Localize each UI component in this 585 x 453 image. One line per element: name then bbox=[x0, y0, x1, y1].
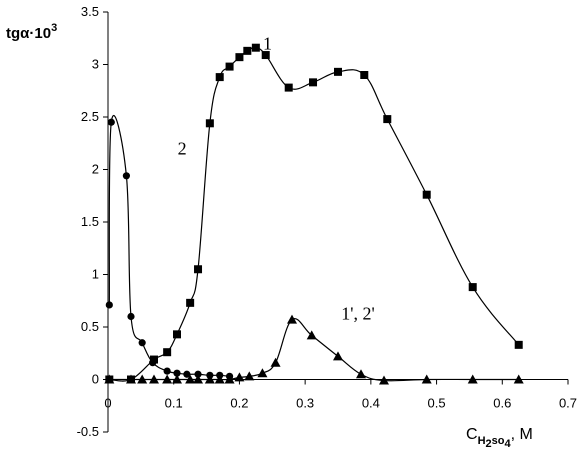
data-point-square bbox=[163, 348, 172, 357]
y-tick-label: 2 bbox=[92, 162, 99, 177]
data-point-triangle bbox=[185, 374, 196, 384]
data-point-square bbox=[186, 298, 195, 307]
data-point-square bbox=[173, 330, 181, 339]
y-tick-label: 1.5 bbox=[81, 214, 99, 229]
data-point-square bbox=[251, 43, 260, 52]
data-point-triangle bbox=[467, 374, 478, 384]
x-tick-label: 0.7 bbox=[559, 396, 577, 411]
x-tick-label: 0.5 bbox=[428, 396, 446, 411]
data-point-triangle bbox=[356, 369, 366, 379]
labels: tgα·103 CH2so4, M 1 2 1', 2' bbox=[6, 22, 533, 450]
data-point-triangle bbox=[287, 314, 297, 324]
data-point-triangle bbox=[421, 374, 432, 384]
data-point-triangle bbox=[306, 330, 317, 340]
data-point-circle bbox=[122, 172, 130, 180]
y-tick-label: 1 bbox=[92, 267, 99, 282]
y-tick-label: 0 bbox=[92, 372, 99, 387]
x-axis-title: CH2so4, M bbox=[466, 426, 533, 450]
data-point-triangle bbox=[257, 368, 268, 378]
series-1 bbox=[105, 43, 523, 384]
data-point-square bbox=[243, 46, 252, 55]
series-layer bbox=[104, 43, 524, 385]
data-point-triangle bbox=[513, 374, 524, 384]
data-point-square bbox=[235, 53, 244, 62]
data-point-square bbox=[383, 115, 392, 124]
data-point-circle bbox=[173, 369, 181, 377]
data-point-triangle bbox=[214, 374, 225, 384]
data-point-circle bbox=[138, 339, 146, 347]
series-3 bbox=[104, 314, 524, 385]
data-point-square bbox=[360, 71, 369, 79]
data-point-circle bbox=[149, 359, 157, 367]
curve-label: 2 bbox=[178, 139, 187, 159]
y-tick-label: -0.5 bbox=[77, 424, 99, 439]
y-tick-label: 3 bbox=[92, 57, 99, 72]
x-tick-label: 0.4 bbox=[362, 396, 380, 411]
x-tick-label: 0.3 bbox=[296, 396, 314, 411]
data-point-circle bbox=[105, 301, 113, 309]
data-point-square bbox=[284, 83, 293, 92]
data-point-triangle bbox=[224, 374, 235, 384]
data-point-square bbox=[309, 78, 318, 87]
data-point-square bbox=[194, 265, 203, 274]
data-point-square bbox=[261, 51, 270, 60]
y-axis-title: tgα·103 bbox=[6, 22, 57, 42]
data-point-circle bbox=[183, 370, 191, 378]
data-point-circle bbox=[163, 367, 171, 375]
data-point-triangle bbox=[137, 374, 148, 384]
y-tick-label: 0.5 bbox=[81, 319, 99, 334]
data-point-square bbox=[468, 283, 477, 292]
series-line bbox=[108, 114, 230, 377]
data-point-triangle bbox=[204, 374, 215, 384]
data-point-triangle bbox=[104, 374, 115, 384]
data-point-triangle bbox=[149, 374, 159, 384]
y-tick-label: 3.5 bbox=[81, 4, 99, 19]
x-tick-label: 0.6 bbox=[493, 396, 511, 411]
x-tick-label: 0.1 bbox=[165, 396, 183, 411]
x-tick-label: 0 bbox=[104, 396, 111, 411]
data-point-triangle bbox=[172, 374, 182, 384]
data-point-square bbox=[514, 340, 523, 349]
series-2 bbox=[105, 114, 234, 380]
x-tick-label: 0.2 bbox=[230, 396, 248, 411]
data-point-triangle bbox=[270, 357, 281, 367]
curve-label: 1 bbox=[263, 34, 272, 54]
data-point-square bbox=[205, 119, 214, 128]
curve-label: 1', 2' bbox=[341, 303, 375, 323]
data-point-square bbox=[422, 190, 431, 199]
data-point-triangle bbox=[244, 371, 255, 381]
axes: -0.5 0 0.5 1 1.5 2 2.5 3 3.5 0 0.1 0.2 0.3 0.4 0.5 0.6 0… bbox=[77, 4, 577, 439]
data-point-circle bbox=[127, 312, 135, 321]
data-point-triangle bbox=[126, 374, 136, 384]
data-point-triangle bbox=[162, 374, 173, 384]
data-point-square bbox=[215, 73, 224, 82]
data-point-triangle bbox=[234, 372, 245, 382]
series-line bbox=[109, 46, 520, 382]
data-point-triangle bbox=[333, 351, 343, 361]
y-tick-label: 2.5 bbox=[81, 109, 99, 124]
data-point-square bbox=[334, 67, 342, 76]
data-point-circle bbox=[107, 118, 115, 126]
data-point-square bbox=[225, 62, 234, 71]
data-point-triangle bbox=[379, 375, 389, 385]
data-point-triangle bbox=[193, 374, 204, 384]
data-point-circle bbox=[194, 370, 202, 378]
